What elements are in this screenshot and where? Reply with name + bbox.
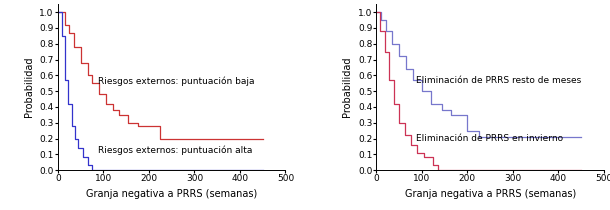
Text: Eliminación de PRRS resto de meses: Eliminación de PRRS resto de meses	[417, 76, 582, 85]
Text: Eliminación de PRRS en invierno: Eliminación de PRRS en invierno	[417, 134, 564, 143]
Text: Riesgos externos: puntuación baja: Riesgos externos: puntuación baja	[98, 76, 254, 86]
Y-axis label: Probabilidad: Probabilidad	[342, 57, 353, 117]
X-axis label: Granja negativa a PRRS (semanas): Granja negativa a PRRS (semanas)	[86, 189, 257, 199]
X-axis label: Granja negativa a PRRS (semanas): Granja negativa a PRRS (semanas)	[404, 189, 576, 199]
Text: Riesgos externos: puntuación alta: Riesgos externos: puntuación alta	[98, 146, 253, 155]
Y-axis label: Probabilidad: Probabilidad	[24, 57, 34, 117]
